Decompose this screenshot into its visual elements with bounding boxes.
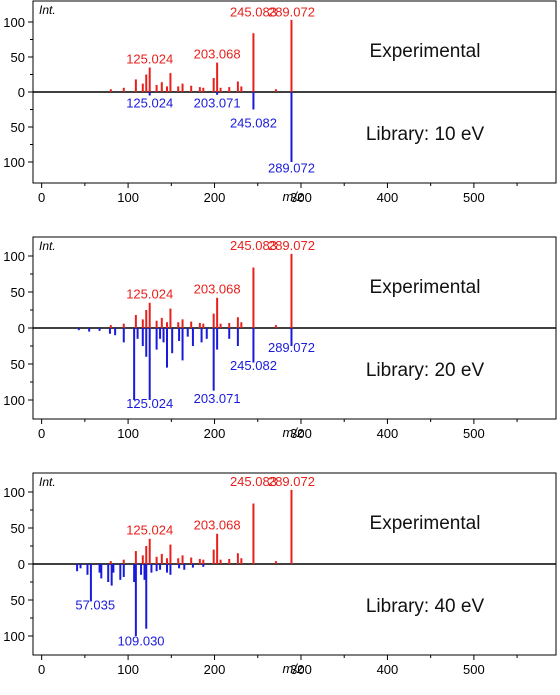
y-tick-label: 50 (11, 120, 25, 135)
experimental-label: Experimental (370, 513, 481, 534)
y-tick-label: 50 (11, 357, 25, 372)
experimental-peak-label: 245.083 (230, 474, 277, 489)
experimental-label: Experimental (370, 277, 481, 298)
library-peak-label: 203.071 (194, 391, 241, 406)
y-tick-label: 0 (18, 557, 25, 572)
x-tick-label: 400 (377, 662, 399, 677)
x-tick-label: 200 (204, 662, 226, 677)
experimental-label: Experimental (370, 41, 481, 62)
experimental-peak-label: 203.068 (194, 281, 241, 296)
y-tick-label: 50 (11, 593, 25, 608)
y-tick-label: 100 (3, 485, 25, 500)
y-tick-label: 50 (11, 50, 25, 65)
experimental-peak-label: 203.068 (194, 46, 241, 61)
x-tick-label: 0 (38, 190, 45, 205)
x-tick-label: 400 (377, 426, 399, 441)
x-tick-label: 500 (463, 426, 485, 441)
y-tick-label: 100 (3, 15, 25, 30)
experimental-peak-label: 125.024 (126, 522, 173, 537)
experimental-peak-label: 203.068 (194, 517, 241, 532)
experimental-peak-label: 125.024 (126, 51, 173, 66)
x-tick-label: 100 (117, 190, 139, 205)
intensity-axis-label: Int. (39, 475, 56, 489)
x-tick-label: 100 (117, 426, 139, 441)
x-tick-label: 500 (463, 190, 485, 205)
library-peak-label: 289.072 (268, 340, 315, 355)
x-tick-label: 0 (38, 426, 45, 441)
x-tick-label: 300 (290, 662, 312, 677)
x-tick-label: 500 (463, 662, 485, 677)
library-peak-label: 125.024 (126, 396, 173, 411)
y-tick-label: 50 (11, 285, 25, 300)
intensity-axis-label: Int. (39, 3, 56, 17)
x-axis-label: m/z (283, 189, 304, 204)
y-tick-label: 0 (18, 321, 25, 336)
library-peak-label: 245.082 (230, 358, 277, 373)
y-tick-label: 50 (11, 521, 25, 536)
x-tick-label: 100 (117, 662, 139, 677)
y-tick-label: 0 (18, 85, 25, 100)
y-tick-label: 100 (3, 155, 25, 170)
x-tick-label: 0 (38, 662, 45, 677)
intensity-axis-label: Int. (39, 239, 56, 253)
x-tick-label: 400 (377, 190, 399, 205)
y-tick-label: 100 (3, 393, 25, 408)
library-peak-label: 125.024 (126, 95, 173, 110)
experimental-peak-label: 125.024 (126, 286, 173, 301)
library-peak-label: 245.082 (230, 116, 277, 131)
library-label: Library: 20 eV (366, 360, 485, 381)
library-label: Library: 10 eV (366, 124, 485, 145)
x-tick-label: 300 (290, 190, 312, 205)
library-label: Library: 40 eV (366, 596, 485, 617)
experimental-peak-label: 245.083 (230, 238, 277, 253)
x-axis-label: m/z (283, 661, 304, 676)
y-tick-label: 100 (3, 249, 25, 264)
library-peak-label: 203.071 (194, 95, 241, 110)
library-peak-label: 109.030 (118, 633, 165, 648)
experimental-peak-label: 289.072 (268, 474, 315, 489)
library-peak-label: 289.072 (268, 161, 315, 176)
experimental-peak-label: 289.072 (268, 238, 315, 253)
experimental-peak-label: 245.083 (230, 4, 277, 19)
x-tick-label: 200 (204, 190, 226, 205)
x-tick-label: 300 (290, 426, 312, 441)
x-axis-label: m/z (283, 425, 304, 440)
x-tick-label: 200 (204, 426, 226, 441)
library-peak-label: 57.035 (75, 597, 115, 612)
experimental-peak-label: 289.072 (268, 4, 315, 19)
y-tick-label: 100 (3, 629, 25, 644)
